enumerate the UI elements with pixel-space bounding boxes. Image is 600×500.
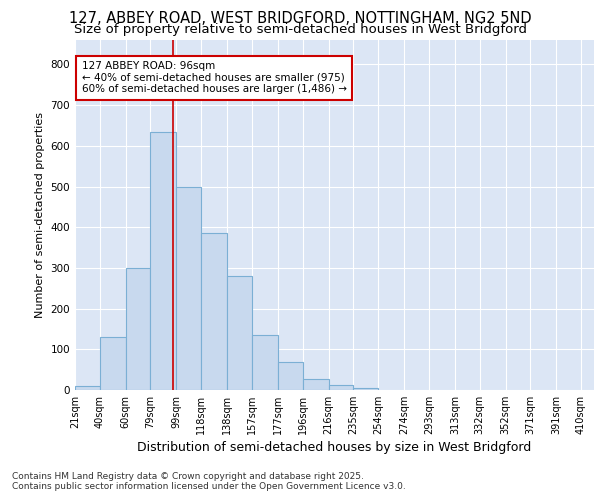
Bar bbox=[227, 276, 252, 390]
Bar bbox=[302, 378, 329, 390]
Bar bbox=[75, 386, 100, 390]
Y-axis label: Number of semi-detached properties: Number of semi-detached properties bbox=[35, 112, 45, 318]
Text: Contains public sector information licensed under the Open Government Licence v3: Contains public sector information licen… bbox=[12, 482, 406, 491]
Bar bbox=[278, 362, 302, 390]
X-axis label: Distribution of semi-detached houses by size in West Bridgford: Distribution of semi-detached houses by … bbox=[137, 441, 532, 454]
Text: Contains HM Land Registry data © Crown copyright and database right 2025.: Contains HM Land Registry data © Crown c… bbox=[12, 472, 364, 481]
Bar bbox=[252, 335, 278, 390]
Bar bbox=[201, 234, 227, 390]
Bar bbox=[100, 337, 126, 390]
Bar bbox=[151, 132, 176, 390]
Bar bbox=[329, 385, 353, 390]
Text: Size of property relative to semi-detached houses in West Bridgford: Size of property relative to semi-detach… bbox=[74, 22, 527, 36]
Bar bbox=[126, 268, 151, 390]
Bar bbox=[176, 186, 201, 390]
Text: 127, ABBEY ROAD, WEST BRIDGFORD, NOTTINGHAM, NG2 5ND: 127, ABBEY ROAD, WEST BRIDGFORD, NOTTING… bbox=[68, 11, 532, 26]
Text: 127 ABBEY ROAD: 96sqm
← 40% of semi-detached houses are smaller (975)
60% of sem: 127 ABBEY ROAD: 96sqm ← 40% of semi-deta… bbox=[82, 61, 347, 94]
Bar bbox=[353, 388, 378, 390]
